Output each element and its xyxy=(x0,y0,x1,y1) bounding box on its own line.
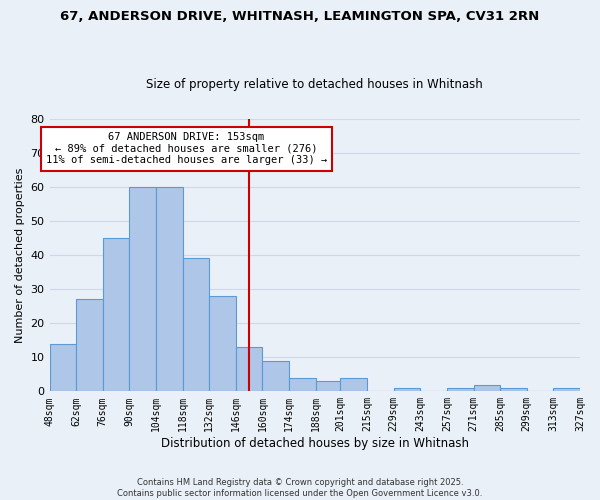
Y-axis label: Number of detached properties: Number of detached properties xyxy=(15,168,25,342)
Bar xyxy=(500,388,527,392)
Bar xyxy=(289,378,316,392)
Bar xyxy=(103,238,130,392)
Text: 67, ANDERSON DRIVE, WHITNASH, LEAMINGTON SPA, CV31 2RN: 67, ANDERSON DRIVE, WHITNASH, LEAMINGTON… xyxy=(61,10,539,23)
Bar xyxy=(182,258,209,392)
Bar xyxy=(316,381,340,392)
Bar xyxy=(340,378,367,392)
Bar xyxy=(473,384,500,392)
Bar xyxy=(76,300,103,392)
Bar xyxy=(262,360,289,392)
Bar xyxy=(209,296,236,392)
Bar xyxy=(156,186,182,392)
Bar xyxy=(50,344,76,392)
Bar xyxy=(394,388,420,392)
X-axis label: Distribution of detached houses by size in Whitnash: Distribution of detached houses by size … xyxy=(161,437,469,450)
Text: Contains HM Land Registry data © Crown copyright and database right 2025.
Contai: Contains HM Land Registry data © Crown c… xyxy=(118,478,482,498)
Bar xyxy=(553,388,580,392)
Bar xyxy=(447,388,473,392)
Bar xyxy=(130,186,156,392)
Title: Size of property relative to detached houses in Whitnash: Size of property relative to detached ho… xyxy=(146,78,483,91)
Text: 67 ANDERSON DRIVE: 153sqm
← 89% of detached houses are smaller (276)
11% of semi: 67 ANDERSON DRIVE: 153sqm ← 89% of detac… xyxy=(46,132,327,166)
Bar xyxy=(236,347,262,392)
